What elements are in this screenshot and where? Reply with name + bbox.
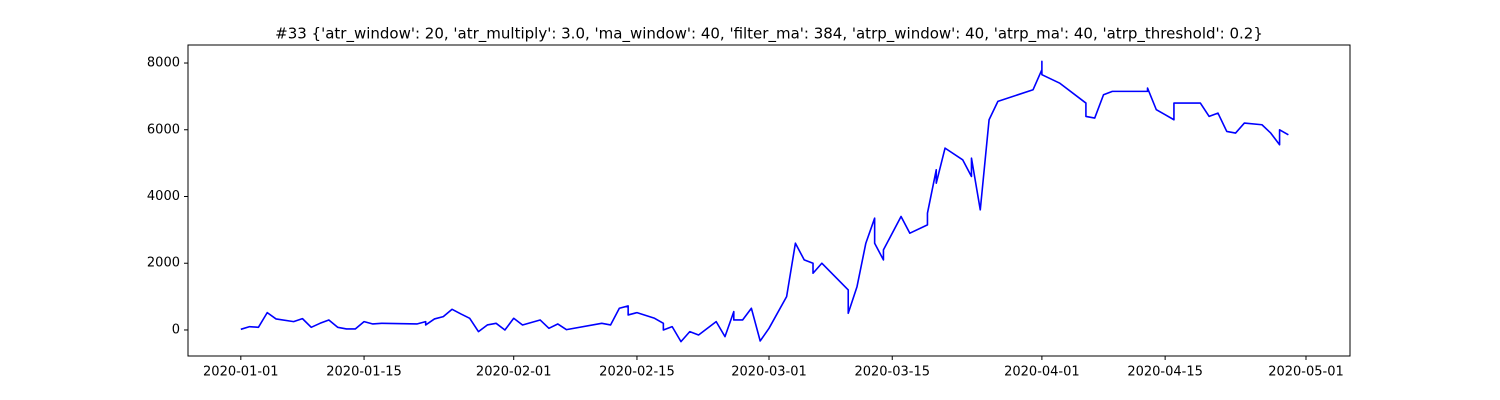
- x-tick-label: 2020-01-01: [203, 365, 279, 380]
- y-tick-label: 8000: [147, 56, 180, 71]
- y-tick-label: 6000: [147, 122, 180, 137]
- y-tick-label: 4000: [147, 189, 180, 204]
- x-tick-label: 2020-02-01: [476, 365, 552, 380]
- x-tick-label: 2020-01-15: [326, 365, 402, 380]
- y-tick-label: 0: [172, 322, 180, 337]
- x-tick-label: 2020-04-15: [1127, 365, 1203, 380]
- line: [240, 60, 1289, 343]
- y-tick-label: 2000: [147, 256, 180, 271]
- x-tick-label: 2020-03-01: [731, 365, 807, 380]
- x-tick-label: 2020-02-15: [599, 365, 675, 380]
- x-tick-label: 2020-05-01: [1268, 365, 1344, 380]
- axes-frame: [187, 44, 1351, 357]
- x-tick-label: 2020-04-01: [1004, 365, 1080, 380]
- x-tick-label: 2020-03-15: [854, 365, 930, 380]
- chart-title: #33 {'atr_window': 20, 'atr_multiply': 3…: [275, 25, 1263, 44]
